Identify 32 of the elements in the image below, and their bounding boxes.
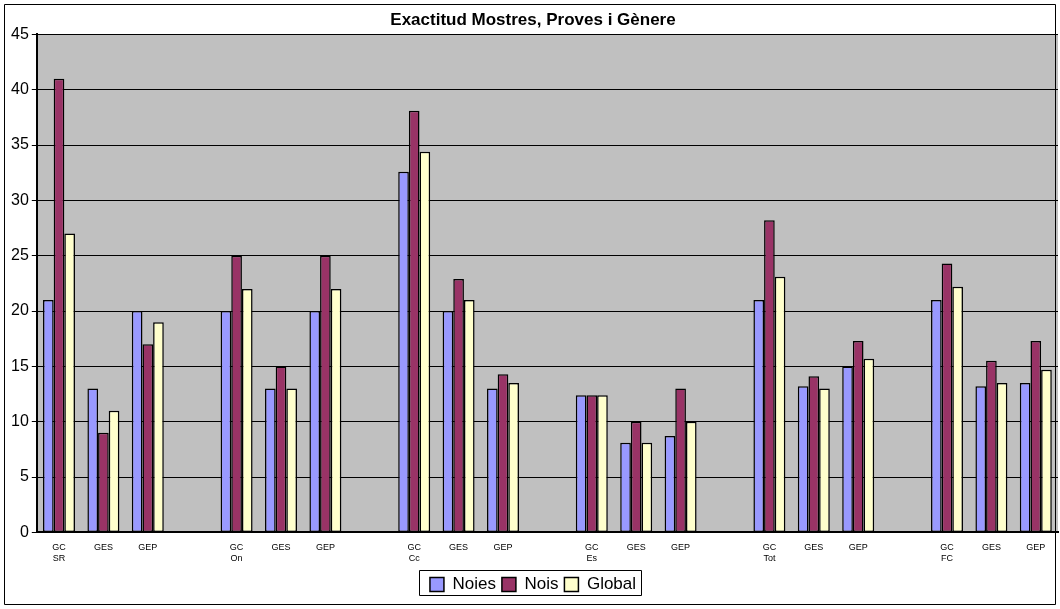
y-tick-label: 5 [19, 467, 29, 485]
y-tick-label: 30 [11, 190, 29, 208]
x-tick-label: GEP [315, 542, 335, 553]
x-tick-label: GEP [671, 542, 691, 553]
y-tick-label: 35 [11, 135, 29, 153]
x-tick-label: GEP [138, 542, 158, 553]
y-tick-label: 20 [11, 301, 29, 319]
y-tick-label: 0 [19, 522, 29, 540]
x-tick-label: GES [804, 542, 824, 553]
y-tick-label: 40 [11, 80, 29, 98]
x-tick-label: GES [271, 542, 291, 553]
y-tick-label: 10 [11, 412, 29, 430]
legend-label: Global [586, 574, 637, 594]
x-tick-label: GEP [1026, 542, 1046, 553]
x-tick-label: GES [981, 542, 1001, 553]
x-tick-label: GEP [848, 542, 868, 553]
x-tick-label: GC Tot [762, 542, 777, 564]
y-tick-label: 25 [11, 246, 29, 264]
x-tick-label: GC Cc [407, 542, 422, 564]
legend-label: Nois [524, 574, 559, 594]
legend-label: Noies [452, 574, 496, 594]
x-tick-label: GC On [229, 542, 244, 564]
x-tick-label: GES [93, 542, 113, 553]
x-tick-label: GC FC [940, 542, 955, 564]
x-tick-label: GES [626, 542, 646, 553]
x-tick-label: GES [449, 542, 469, 553]
x-tick-label: GEP [493, 542, 513, 553]
x-tick-label: GC SR [52, 542, 67, 564]
y-tick-label: 15 [11, 356, 29, 374]
y-tick-label: 45 [11, 24, 29, 42]
x-tick-label: GC Es [585, 542, 600, 564]
chart-title: Exactitud Mostres, Proves i Gènere [390, 9, 676, 29]
